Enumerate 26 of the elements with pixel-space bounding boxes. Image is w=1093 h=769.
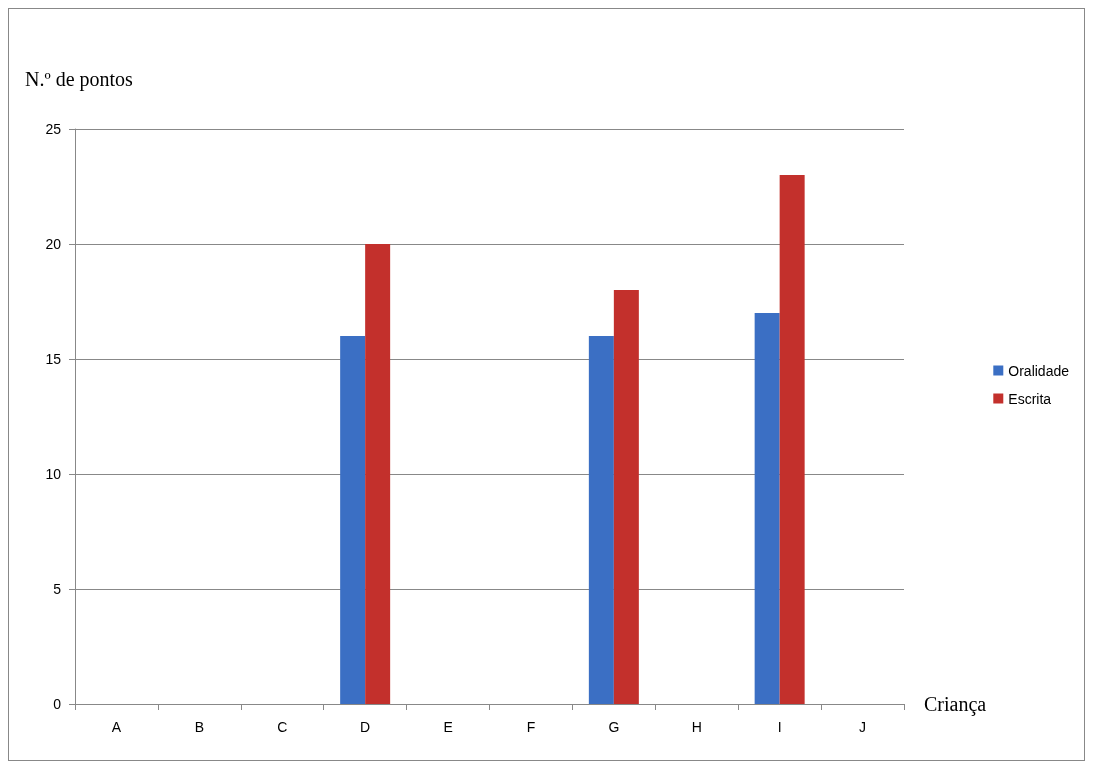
- bar: [588, 336, 614, 704]
- y-tick-label: 15: [45, 351, 62, 367]
- x-tick-label: D: [360, 719, 371, 735]
- x-tick-label: F: [526, 719, 536, 735]
- y-tick-label: 10: [45, 466, 62, 482]
- x-tick-label: C: [277, 719, 288, 735]
- y-tick-label: 20: [45, 236, 62, 252]
- bar: [613, 290, 639, 704]
- bar: [779, 175, 805, 704]
- x-axis-title: Criança: [924, 693, 987, 716]
- y-tick-label: 25: [45, 121, 62, 137]
- y-axis-title: N.º de pontos: [25, 68, 134, 91]
- y-tick-label: 5: [53, 581, 62, 597]
- x-tick-label: B: [194, 719, 205, 735]
- bar: [754, 313, 780, 704]
- x-tick-label: E: [443, 719, 453, 735]
- x-tick-label: J: [859, 719, 867, 735]
- x-tick-label: H: [691, 719, 702, 735]
- legend-label: Oralidade: [1008, 362, 1070, 379]
- y-tick-label: 0: [53, 696, 62, 712]
- bar: [365, 244, 391, 704]
- legend-label: Escrita: [1008, 390, 1052, 407]
- x-tick-label: G: [608, 719, 620, 735]
- x-tick-label: I: [777, 719, 782, 735]
- x-tick-label: A: [111, 719, 122, 735]
- bar: [340, 336, 366, 704]
